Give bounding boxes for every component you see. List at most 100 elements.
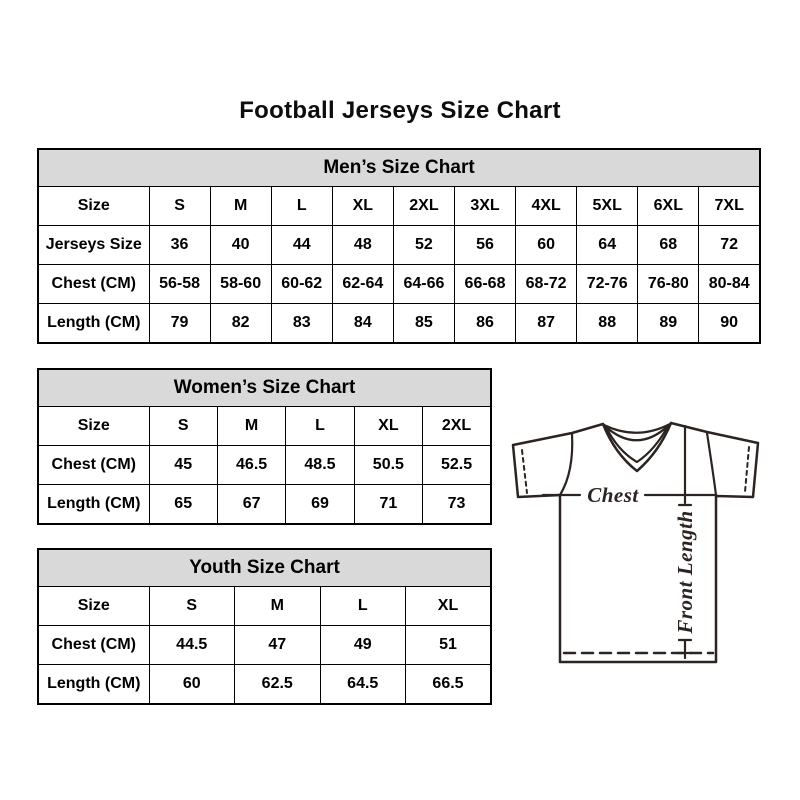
value-cell: 88 <box>576 303 639 344</box>
row-label-cell: Length (CM) <box>37 484 150 525</box>
value-cell: 85 <box>392 303 455 344</box>
value-cell: 66.5 <box>405 664 492 705</box>
value-cell: 2XL <box>392 186 455 226</box>
value-cell: 44.5 <box>148 625 235 665</box>
value-cell: 72 <box>698 225 761 265</box>
womens-size-table: Women’s Size Chart Size S M L XL 2XL Chest (CM)… <box>37 368 492 525</box>
value-cell: 56 <box>453 225 517 265</box>
jersey-diagram-svg: Chest Front Length <box>511 421 760 664</box>
row-label-cell: Chest (CM) <box>37 264 150 304</box>
value-cell: 51 <box>405 625 492 665</box>
value-cell: 69 <box>285 484 355 525</box>
left-cuff-dashed-seam <box>521 449 528 494</box>
value-cell: 79 <box>148 303 211 344</box>
value-cell: M <box>209 186 272 226</box>
value-cell: 89 <box>637 303 700 344</box>
table-row: Size S M L XL <box>37 586 492 626</box>
value-cell: S <box>148 406 218 446</box>
table-row: Size S M L XL 2XL <box>37 406 492 446</box>
section-header: Women’s Size Chart <box>37 368 492 407</box>
value-cell: 62-64 <box>331 264 394 304</box>
row-label-cell: Length (CM) <box>37 303 150 344</box>
value-cell: XL <box>331 186 394 226</box>
value-cell: 50.5 <box>353 445 424 485</box>
value-cell: 52.5 <box>422 445 492 485</box>
value-cell: 48.5 <box>285 445 355 485</box>
collar-inner-v <box>604 424 670 464</box>
value-cell: 60 <box>515 225 578 265</box>
table-row: Length (CM) 60 62.5 64.5 66.5 <box>37 664 492 705</box>
value-cell: 7XL <box>698 186 761 226</box>
value-cell: 62.5 <box>234 664 321 705</box>
collar-outer-v <box>601 421 673 473</box>
jersey-measurement-diagram: Chest Front Length <box>503 410 769 668</box>
table-row: Length (CM) 65 67 69 71 73 <box>37 484 492 525</box>
value-cell: 68-72 <box>515 264 578 304</box>
table-row: Length (CM) 79 82 83 84 85 86 87 88 89 90 <box>37 303 761 344</box>
row-label-cell: Length (CM) <box>37 664 150 705</box>
value-cell: 76-80 <box>637 264 700 304</box>
value-cell: 40 <box>209 225 272 265</box>
value-cell: 5XL <box>576 186 639 226</box>
value-cell: 60 <box>148 664 235 705</box>
mens-size-table: Men’s Size Chart Size S M L XL 2XL 3XL 4XL 5XL 6XL… <box>37 148 761 344</box>
value-cell: M <box>216 406 287 446</box>
value-cell: 83 <box>270 303 333 344</box>
value-cell: 3XL <box>453 186 517 226</box>
value-cell: 48 <box>331 225 394 265</box>
value-cell: 64 <box>576 225 639 265</box>
value-cell: 66-68 <box>453 264 517 304</box>
value-cell: 87 <box>515 303 578 344</box>
table-row: Chest (CM) 44.5 47 49 51 <box>37 625 492 665</box>
row-label-cell: Jerseys Size <box>37 225 150 265</box>
value-cell: 67 <box>216 484 287 525</box>
left-armhole-seam <box>558 432 574 497</box>
value-cell: 68 <box>637 225 700 265</box>
table-row: Chest (CM) 45 46.5 48.5 50.5 52.5 <box>37 445 492 485</box>
value-cell: S <box>148 186 211 226</box>
value-cell: 60-62 <box>270 264 333 304</box>
value-cell: 45 <box>148 445 218 485</box>
row-label-cell: Chest (CM) <box>37 625 150 665</box>
value-cell: L <box>285 406 355 446</box>
value-cell: S <box>148 586 235 626</box>
value-cell: 58-60 <box>209 264 272 304</box>
right-cuff-dashed-seam <box>744 446 750 493</box>
section-header-row: Women’s Size Chart <box>37 368 492 407</box>
collar-back-arc-bottom <box>604 424 670 442</box>
value-cell: XL <box>405 586 492 626</box>
value-cell: 46.5 <box>216 445 287 485</box>
section-header: Youth Size Chart <box>37 548 492 587</box>
value-cell: 71 <box>353 484 424 525</box>
page-title: Football Jerseys Size Chart <box>239 97 561 124</box>
value-cell: 90 <box>698 303 761 344</box>
value-cell: XL <box>353 406 424 446</box>
table-row: Chest (CM) 56-58 58-60 60-62 62-64 64-66 66-68… <box>37 264 761 304</box>
value-cell: 82 <box>209 303 272 344</box>
row-label-cell: Size <box>37 586 150 626</box>
value-cell: 84 <box>331 303 394 344</box>
collar-back-arc-top <box>602 422 672 434</box>
chest-label: Chest <box>587 483 639 507</box>
value-cell: 2XL <box>422 406 492 446</box>
right-armhole-seam <box>705 431 718 497</box>
value-cell: 49 <box>319 625 406 665</box>
value-cell: 4XL <box>515 186 578 226</box>
value-cell: 65 <box>148 484 218 525</box>
section-header-row: Youth Size Chart <box>37 548 492 587</box>
section-header: Men’s Size Chart <box>37 148 761 187</box>
value-cell: 52 <box>392 225 455 265</box>
row-label-cell: Size <box>37 186 150 226</box>
section-header-row: Men’s Size Chart <box>37 148 761 187</box>
value-cell: 36 <box>148 225 211 265</box>
value-cell: 44 <box>270 225 333 265</box>
front-length-label: Front Length <box>673 510 697 634</box>
value-cell: 86 <box>453 303 517 344</box>
value-cell: M <box>234 586 321 626</box>
value-cell: 47 <box>234 625 321 665</box>
value-cell: 64-66 <box>392 264 455 304</box>
value-cell: 6XL <box>637 186 700 226</box>
table-row: Jerseys Size 36 40 44 48 52 56 60 64 68 72 <box>37 225 761 265</box>
value-cell: 73 <box>422 484 492 525</box>
